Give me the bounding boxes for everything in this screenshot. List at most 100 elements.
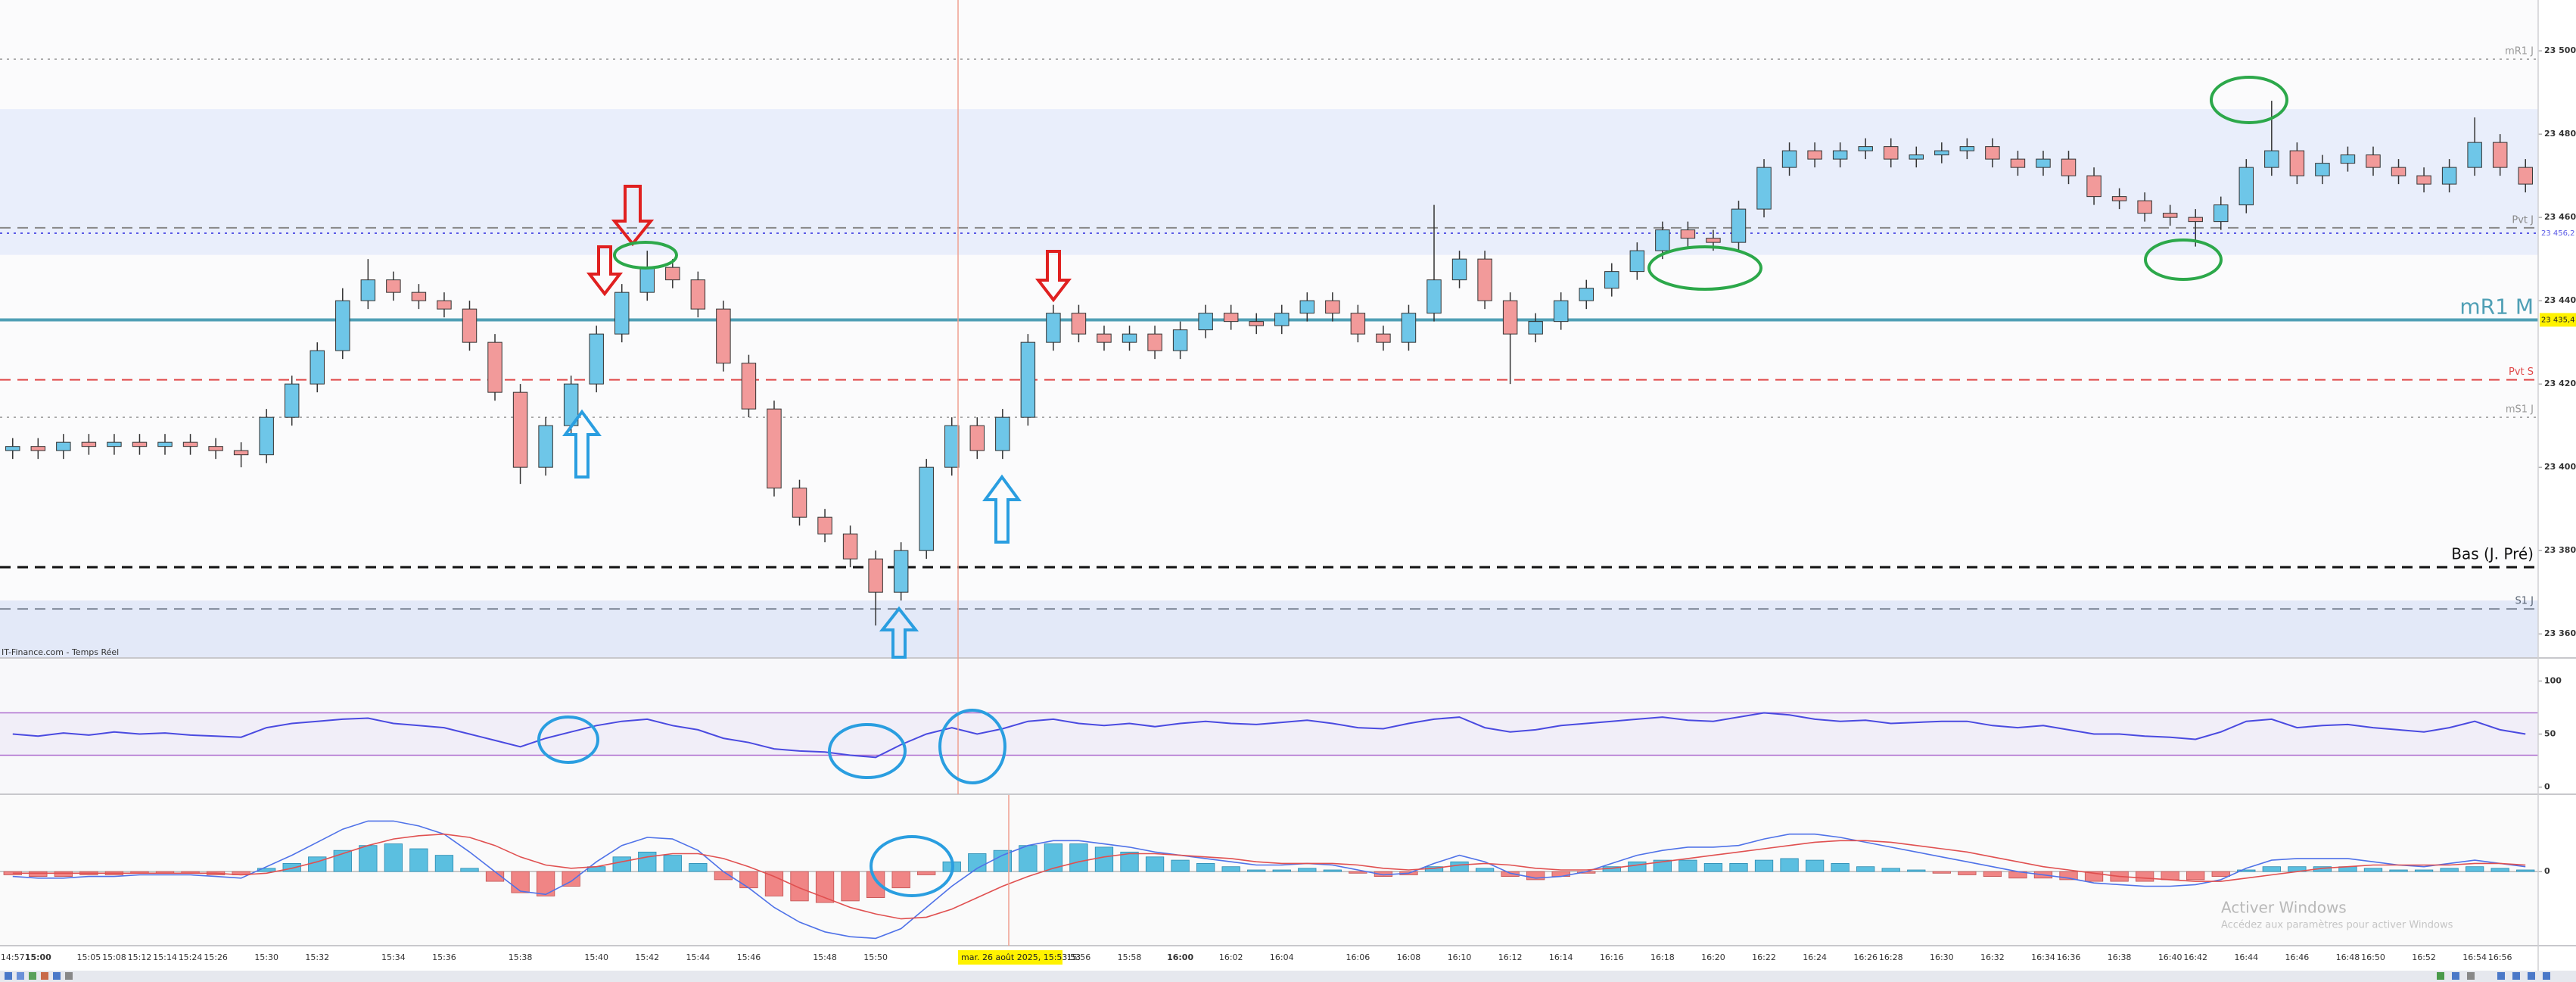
- y-tick-label: 23 440: [2544, 295, 2576, 305]
- x-tick-label: 16:56: [2488, 952, 2512, 962]
- candle-body: [30, 446, 46, 451]
- candle-body: [2441, 167, 2457, 185]
- toolbar-button[interactable]: [29, 972, 36, 980]
- toolbar-button[interactable]: [65, 972, 73, 980]
- histogram-bar: [29, 871, 48, 878]
- y-tick-label: 23 460: [2544, 212, 2576, 222]
- toolbar-icons: [5, 972, 2550, 980]
- histogram-bar: [1450, 861, 1469, 872]
- x-tick-label: 15:12: [128, 952, 152, 962]
- x-tick-label: 16:22: [1752, 952, 1776, 962]
- x-tick-label: 15:48: [813, 952, 837, 962]
- highlight-circle: [870, 835, 954, 897]
- candle-body: [1223, 313, 1239, 323]
- toolbar-button[interactable]: [2512, 972, 2520, 980]
- candle-body: [1249, 321, 1264, 326]
- histogram-bar: [2363, 868, 2383, 872]
- down-arrow: [611, 185, 655, 247]
- toolbar-button[interactable]: [2497, 972, 2505, 980]
- candle-body: [2036, 158, 2051, 168]
- histogram-bar: [1780, 858, 1799, 872]
- candle-body: [259, 416, 274, 456]
- watermark-title: Activer Windows: [2221, 899, 2347, 917]
- candle-body: [842, 533, 858, 560]
- toolbar-button[interactable]: [2543, 972, 2550, 980]
- candle-body: [1553, 300, 1569, 323]
- x-tick-label: 14:57: [1, 952, 25, 962]
- highlight-circle: [828, 723, 907, 779]
- histogram-bar: [2516, 869, 2535, 872]
- x-tick-label: 16:36: [2057, 952, 2081, 962]
- indicator-line: [12, 712, 2526, 759]
- data-source: IT-Finance.com - Temps Réel: [2, 647, 119, 657]
- histogram-bar: [2059, 871, 2078, 881]
- histogram-bar: [638, 851, 657, 872]
- price-zone: [0, 600, 2538, 657]
- candle-body: [2289, 150, 2305, 176]
- histogram-bar: [841, 871, 860, 902]
- level-axis-label: 23 456,2: [2541, 229, 2575, 238]
- candle-body: [1909, 154, 1924, 160]
- toolbar: [0, 971, 2576, 982]
- x-tick-label: 15:05: [77, 952, 101, 962]
- x-tick-label: 15:38: [509, 952, 533, 962]
- histogram-bar: [790, 871, 809, 902]
- toolbar-button[interactable]: [2528, 972, 2535, 980]
- candle-body: [1451, 258, 1467, 281]
- x-tick-label: 15:08: [102, 952, 126, 962]
- x-tick-label: 16:00: [1167, 952, 1193, 962]
- y-tick-label: 100: [2544, 675, 2562, 685]
- histogram-bar: [1754, 859, 1774, 872]
- histogram-bar: [1094, 846, 1114, 872]
- x-tick-label: 16:24: [1803, 952, 1827, 962]
- histogram-bar: [308, 856, 327, 872]
- toolbar-button[interactable]: [2467, 972, 2475, 980]
- candle-body: [1579, 288, 1594, 301]
- highlight-ellipse: [613, 241, 678, 270]
- down-arrow: [1034, 250, 1072, 303]
- toolbar-button[interactable]: [53, 972, 61, 980]
- candle-body: [2137, 200, 2152, 214]
- highlight-circle: [537, 715, 599, 764]
- candle-body: [2061, 158, 2077, 176]
- histogram-bar: [54, 871, 73, 878]
- x-tick-label: 15:30: [254, 952, 278, 962]
- candle-body: [233, 450, 249, 456]
- candle-body: [1122, 333, 1137, 343]
- level-label: S1 J: [2515, 596, 2534, 607]
- toolbar-button[interactable]: [2437, 972, 2444, 980]
- candle-body: [1020, 341, 1036, 418]
- candle-body: [2467, 142, 2482, 168]
- candle-body: [487, 341, 502, 393]
- histogram-bar: [562, 871, 580, 887]
- candle-body: [208, 446, 223, 451]
- candle-body: [2086, 175, 2102, 198]
- candle-body: [893, 550, 909, 593]
- toolbar-button[interactable]: [5, 972, 12, 980]
- candle-body: [538, 425, 553, 468]
- up-arrow: [879, 606, 919, 659]
- y-tick-label: 23 380: [2544, 545, 2576, 555]
- histogram-bar: [1349, 871, 1367, 874]
- histogram-bar: [1831, 862, 1850, 872]
- histogram-bar: [282, 862, 301, 872]
- x-tick-label: 16:14: [1549, 952, 1573, 962]
- histogram-bar: [993, 850, 1012, 872]
- histogram-bar: [1729, 862, 1748, 872]
- x-tick-label: 16:12: [1498, 952, 1523, 962]
- candle-body: [1959, 146, 1975, 151]
- candle-body: [1426, 279, 1442, 314]
- y-tick-label: 23 420: [2544, 379, 2576, 388]
- highlight-circle: [938, 709, 1006, 784]
- x-tick-label: 16:54: [2462, 952, 2487, 962]
- candle-body: [690, 279, 706, 310]
- toolbar-button[interactable]: [17, 972, 24, 980]
- toolbar-button[interactable]: [41, 972, 48, 980]
- x-tick-label: 15:26: [204, 952, 228, 962]
- histogram-bar: [663, 855, 682, 872]
- candle-body: [639, 267, 655, 293]
- histogram-bar: [1932, 871, 1951, 874]
- candle-body: [741, 363, 757, 410]
- histogram-bar: [1983, 871, 2002, 878]
- toolbar-button[interactable]: [2452, 972, 2459, 980]
